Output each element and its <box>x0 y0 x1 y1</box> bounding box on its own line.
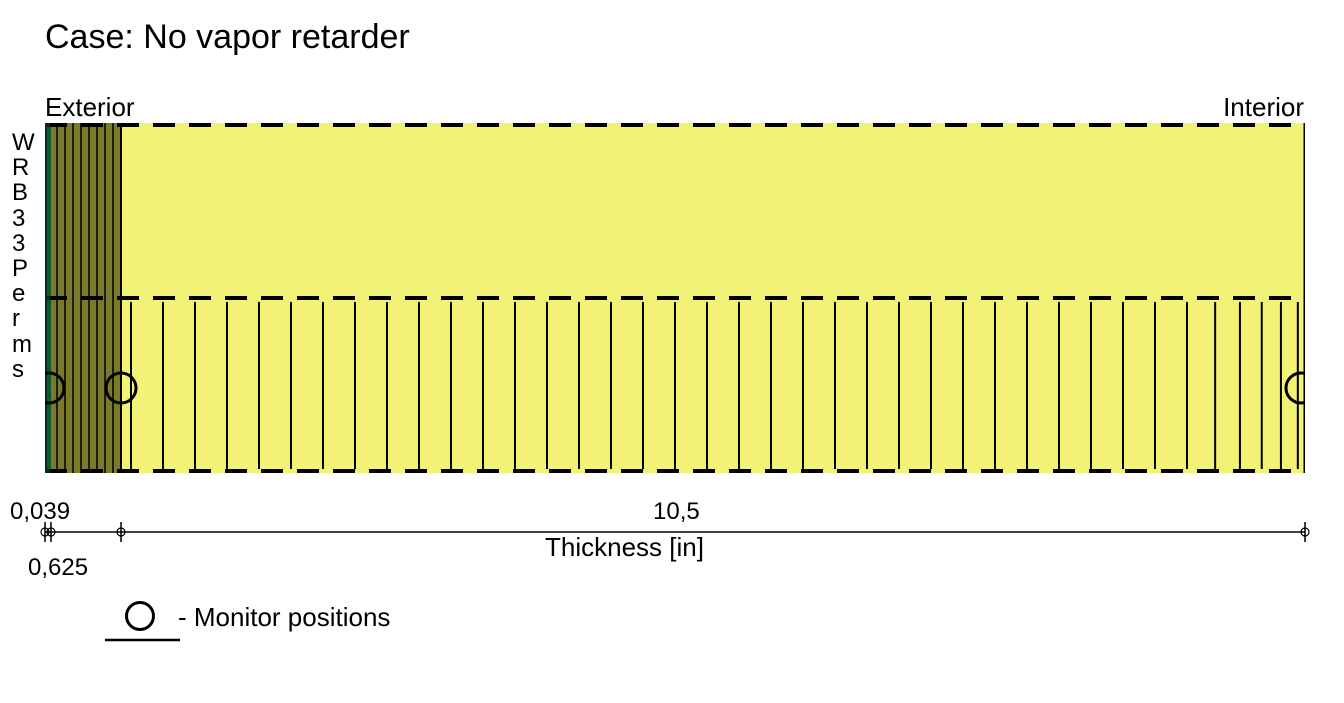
wall-cross-section <box>45 123 1305 473</box>
page-title: Case: No vapor retarder <box>45 18 410 57</box>
dim-value-fiberglass: 10,5 <box>653 498 700 526</box>
legend-underline <box>105 638 180 642</box>
label-wrb-vertical: WRB33Perms <box>12 130 35 382</box>
legend-monitor-label: - Monitor positions <box>178 602 390 633</box>
dim-value-wrb: 0,039 <box>10 498 70 526</box>
dim-value-osb: 0,625 <box>28 554 88 582</box>
label-interior: Interior <box>1223 92 1304 123</box>
legend-monitor-icon <box>125 601 155 631</box>
axis-label: Thickness [in] <box>545 532 704 563</box>
label-exterior: Exterior <box>45 92 135 123</box>
